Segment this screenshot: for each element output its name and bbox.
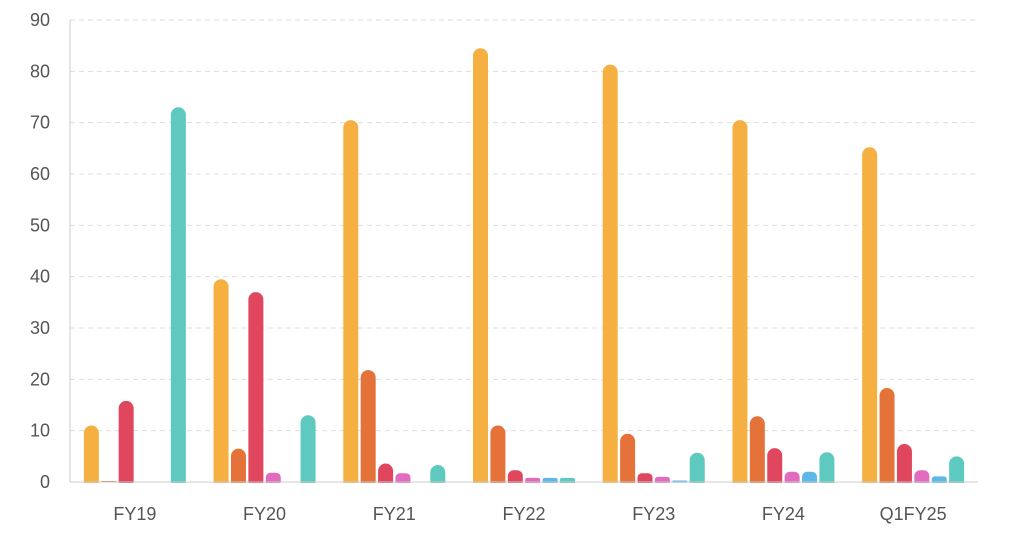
x-category-label: FY21 — [373, 504, 416, 524]
y-tick-label: 60 — [30, 164, 50, 184]
bar — [654, 476, 670, 485]
bar — [732, 120, 748, 490]
bar — [949, 456, 965, 490]
bar — [819, 452, 835, 490]
x-category-label: FY24 — [762, 504, 805, 524]
bar — [542, 477, 558, 485]
y-tick-label: 20 — [30, 369, 50, 389]
y-tick-label: 10 — [30, 421, 50, 441]
bar — [525, 477, 541, 485]
x-category-label: FY22 — [502, 504, 545, 524]
bar — [490, 425, 506, 490]
bar — [602, 64, 618, 490]
x-category-label: FY19 — [113, 504, 156, 524]
bar — [170, 107, 186, 490]
y-tick-label: 80 — [30, 61, 50, 81]
y-tick-label: 90 — [30, 10, 50, 30]
bar — [343, 120, 359, 490]
x-axis: FY19 FY20 FY21 FY22 FY23 FY24 Q1FY25 — [70, 481, 978, 524]
y-tick-label: 0 — [40, 472, 50, 492]
x-category-label: FY23 — [632, 504, 675, 524]
bar — [896, 444, 912, 490]
bar — [473, 48, 488, 490]
grid — [70, 19, 978, 432]
y-tick-label: 40 — [30, 267, 50, 287]
bar — [230, 448, 246, 490]
bar — [749, 416, 765, 490]
bar — [300, 415, 316, 490]
bar — [862, 147, 878, 490]
y-axis: 0 10 20 30 40 50 60 70 80 90 — [30, 10, 71, 492]
bar — [689, 452, 705, 490]
bar — [620, 433, 636, 490]
bar — [767, 448, 783, 490]
bar — [560, 477, 575, 485]
bar — [879, 388, 895, 490]
x-category-label: FY20 — [243, 504, 286, 524]
bar — [931, 476, 947, 485]
bar — [213, 279, 229, 490]
bars — [71, 48, 979, 497]
baseline-mask — [71, 483, 979, 497]
y-tick-label: 30 — [30, 318, 50, 338]
bar — [118, 400, 134, 490]
bar — [83, 425, 99, 490]
bar — [248, 292, 264, 490]
y-tick-label: 70 — [30, 113, 50, 133]
bar — [360, 370, 376, 490]
x-category-label: Q1FY25 — [880, 504, 947, 524]
y-tick-label: 50 — [30, 215, 50, 235]
